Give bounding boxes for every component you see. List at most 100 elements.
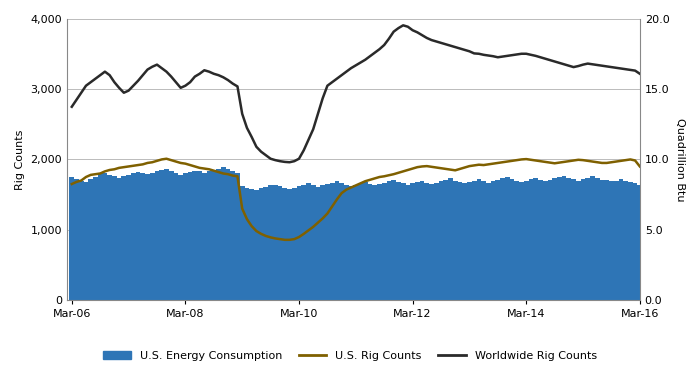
Bar (424, 183, 429, 300)
Bar (496, 180, 500, 300)
Bar (528, 179, 533, 300)
Bar (169, 171, 174, 300)
Bar (585, 178, 590, 300)
Bar (150, 173, 155, 300)
Bar (363, 182, 368, 300)
Bar (590, 176, 595, 300)
Bar (458, 182, 462, 300)
Bar (69, 177, 74, 300)
Bar (79, 181, 83, 300)
Bar (83, 182, 88, 300)
Bar (595, 178, 600, 300)
Bar (325, 184, 330, 300)
Bar (131, 174, 136, 300)
Bar (609, 181, 614, 300)
Bar (278, 186, 282, 300)
Bar (491, 181, 496, 300)
Bar (557, 177, 561, 300)
Bar (188, 172, 193, 300)
Bar (439, 181, 443, 300)
Bar (197, 171, 202, 300)
Bar (282, 187, 287, 300)
Bar (505, 177, 510, 300)
Bar (311, 186, 316, 300)
Bar (477, 179, 482, 300)
Bar (566, 178, 571, 300)
Bar (396, 182, 401, 300)
Bar (321, 186, 325, 300)
Bar (136, 172, 141, 300)
Bar (382, 183, 386, 300)
Bar (344, 185, 349, 300)
Bar (193, 171, 197, 300)
Bar (340, 183, 344, 300)
Bar (330, 183, 335, 300)
Bar (386, 181, 391, 300)
Bar (429, 184, 434, 300)
Bar (420, 181, 424, 300)
Bar (538, 180, 543, 300)
Bar (221, 167, 225, 300)
Bar (533, 178, 538, 300)
Bar (107, 175, 112, 300)
Bar (122, 176, 126, 300)
Bar (249, 189, 254, 300)
Bar (377, 184, 382, 300)
Bar (335, 181, 339, 300)
Bar (623, 181, 628, 300)
Y-axis label: Quadrillion Btu: Quadrillion Btu (675, 118, 685, 201)
Legend: U.S. Energy Consumption, U.S. Rig Counts, Worldwide Rig Counts: U.S. Energy Consumption, U.S. Rig Counts… (99, 347, 601, 365)
Bar (552, 178, 557, 300)
Bar (524, 181, 528, 300)
Bar (230, 171, 235, 300)
Bar (263, 187, 268, 300)
Bar (88, 179, 93, 300)
Bar (453, 181, 458, 300)
Bar (141, 173, 145, 300)
Bar (349, 186, 354, 300)
Bar (117, 178, 122, 300)
Bar (500, 178, 505, 300)
Bar (211, 170, 216, 300)
Bar (619, 179, 623, 300)
Bar (486, 183, 491, 300)
Bar (126, 175, 131, 300)
Bar (98, 174, 102, 300)
Bar (164, 168, 169, 300)
Bar (410, 183, 415, 300)
Bar (576, 181, 581, 300)
Bar (225, 169, 230, 300)
Bar (354, 185, 358, 300)
Bar (273, 185, 278, 300)
Bar (155, 171, 160, 300)
Bar (202, 173, 206, 300)
Bar (216, 168, 221, 300)
Bar (268, 186, 273, 300)
Bar (405, 185, 410, 300)
Bar (368, 184, 372, 300)
Bar (434, 183, 439, 300)
Bar (614, 181, 619, 300)
Bar (514, 181, 519, 300)
Bar (316, 187, 321, 300)
Bar (240, 186, 244, 300)
Bar (358, 183, 363, 300)
Bar (287, 189, 292, 300)
Bar (183, 174, 188, 300)
Bar (482, 181, 486, 300)
Bar (145, 174, 150, 300)
Bar (178, 175, 183, 300)
Bar (302, 185, 306, 300)
Bar (259, 188, 263, 300)
Y-axis label: Rig Counts: Rig Counts (15, 129, 25, 190)
Bar (93, 177, 98, 300)
Bar (102, 173, 107, 300)
Bar (547, 180, 552, 300)
Bar (604, 180, 609, 300)
Bar (472, 181, 477, 300)
Bar (306, 183, 311, 300)
Bar (628, 182, 633, 300)
Bar (519, 182, 524, 300)
Bar (561, 175, 566, 300)
Bar (372, 186, 377, 300)
